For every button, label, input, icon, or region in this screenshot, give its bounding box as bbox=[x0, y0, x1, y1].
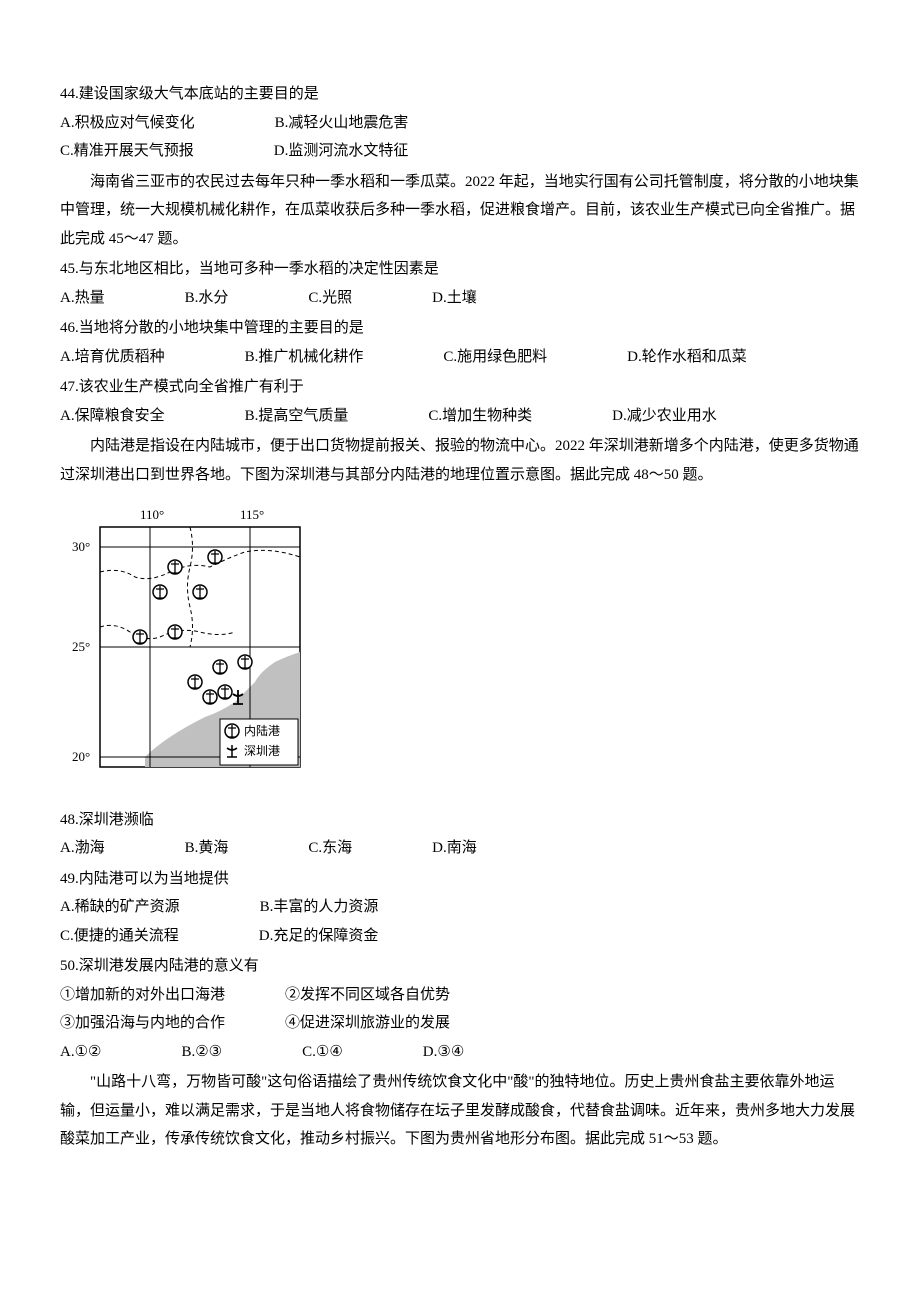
map-label-lon110: 110° bbox=[140, 507, 164, 522]
q44-option-b: B.减轻火山地震危害 bbox=[275, 109, 409, 138]
q47-option-a: A.保障粮食安全 bbox=[60, 402, 165, 431]
question-46: 46.当地将分散的小地块集中管理的主要目的是 A.培育优质稻种 B.推广机械化耕… bbox=[60, 314, 860, 371]
q46-options: A.培育优质稻种 B.推广机械化耕作 C.施用绿色肥料 D.轮作水稻和瓜菜 bbox=[60, 343, 860, 372]
q50-options: A.①② B.②③ C.①④ D.③④ bbox=[60, 1038, 860, 1067]
q46-option-b: B.推广机械化耕作 bbox=[245, 343, 364, 372]
q44-option-d: D.监测河流水文特征 bbox=[274, 137, 409, 166]
question-50: 50.深圳港发展内陆港的意义有 ①增加新的对外出口海港 ②发挥不同区域各自优势 … bbox=[60, 952, 860, 1066]
q45-option-c: C.光照 bbox=[308, 284, 352, 313]
passage-45-47: 海南省三亚市的农民过去每年只种一季水稻和一季瓜菜。2022 年起，当地实行国有公… bbox=[60, 168, 860, 254]
q49-option-b: B.丰富的人力资源 bbox=[260, 893, 379, 922]
q48-option-a: A.渤海 bbox=[60, 834, 105, 863]
q46-stem: 46.当地将分散的小地块集中管理的主要目的是 bbox=[60, 314, 860, 343]
q50-sub2: ②发挥不同区域各自优势 bbox=[285, 981, 450, 1010]
q50-sub3: ③加强沿海与内地的合作 bbox=[60, 1009, 225, 1038]
q49-options-row1: A.稀缺的矿产资源 B.丰富的人力资源 bbox=[60, 893, 860, 922]
q49-option-d: D.充足的保障资金 bbox=[259, 922, 379, 951]
map-svg: 110° 115° 30° 25° 20° 内陆港 深圳港 bbox=[60, 497, 320, 787]
q50-option-d: D.③④ bbox=[423, 1038, 464, 1067]
q44-stem: 44.建设国家级大气本底站的主要目的是 bbox=[60, 80, 860, 109]
q46-option-c: C.施用绿色肥料 bbox=[443, 343, 547, 372]
legend-inland-marker bbox=[225, 724, 239, 738]
q48-option-d: D.南海 bbox=[432, 834, 477, 863]
map-figure: 110° 115° 30° 25° 20° 内陆港 深圳港 bbox=[60, 497, 860, 798]
q45-option-d: D.土壤 bbox=[432, 284, 477, 313]
q47-option-d: D.减少农业用水 bbox=[612, 402, 717, 431]
q48-options: A.渤海 B.黄海 C.东海 D.南海 bbox=[60, 834, 860, 863]
q47-stem: 47.该农业生产模式向全省推广有利于 bbox=[60, 373, 860, 402]
q50-sub4: ④促进深圳旅游业的发展 bbox=[285, 1009, 450, 1038]
q45-options: A.热量 B.水分 C.光照 D.土壤 bbox=[60, 284, 860, 313]
q48-option-c: C.东海 bbox=[308, 834, 352, 863]
q45-stem: 45.与东北地区相比，当地可多种一季水稻的决定性因素是 bbox=[60, 255, 860, 284]
q50-option-c: C.①④ bbox=[302, 1038, 343, 1067]
q49-option-a: A.稀缺的矿产资源 bbox=[60, 893, 180, 922]
legend-shenzhen-label: 深圳港 bbox=[244, 744, 280, 758]
q44-option-a: A.积极应对气候变化 bbox=[60, 109, 195, 138]
q50-option-b: B.②③ bbox=[181, 1038, 222, 1067]
q47-option-c: C.增加生物种类 bbox=[428, 402, 532, 431]
q50-subs-row1: ①增加新的对外出口海港 ②发挥不同区域各自优势 bbox=[60, 981, 860, 1010]
map-label-lat25: 25° bbox=[72, 639, 90, 654]
map-label-lat30: 30° bbox=[72, 539, 90, 554]
map-label-lat20: 20° bbox=[72, 749, 90, 764]
q50-option-a: A.①② bbox=[60, 1038, 101, 1067]
q44-options-row1: A.积极应对气候变化 B.减轻火山地震危害 bbox=[60, 109, 860, 138]
q47-option-b: B.提高空气质量 bbox=[245, 402, 349, 431]
q44-option-c: C.精准开展天气预报 bbox=[60, 137, 194, 166]
q48-option-b: B.黄海 bbox=[185, 834, 229, 863]
q44-options-row2: C.精准开展天气预报 D.监测河流水文特征 bbox=[60, 137, 860, 166]
q49-stem: 49.内陆港可以为当地提供 bbox=[60, 865, 860, 894]
q46-option-a: A.培育优质稻种 bbox=[60, 343, 165, 372]
passage-51-53: "山路十八弯，万物皆可酸"这句俗语描绘了贵州传统饮食文化中"酸"的独特地位。历史… bbox=[60, 1068, 860, 1154]
q48-stem: 48.深圳港濒临 bbox=[60, 806, 860, 835]
q45-option-b: B.水分 bbox=[185, 284, 229, 313]
question-47: 47.该农业生产模式向全省推广有利于 A.保障粮食安全 B.提高空气质量 C.增… bbox=[60, 373, 860, 430]
legend-inland-label: 内陆港 bbox=[244, 723, 280, 738]
map-label-lon115: 115° bbox=[240, 507, 264, 522]
passage-48-50: 内陆港是指设在内陆城市，便于出口货物提前报关、报验的物流中心。2022 年深圳港… bbox=[60, 432, 860, 489]
question-45: 45.与东北地区相比，当地可多种一季水稻的决定性因素是 A.热量 B.水分 C.… bbox=[60, 255, 860, 312]
question-48: 48.深圳港濒临 A.渤海 B.黄海 C.东海 D.南海 bbox=[60, 806, 860, 863]
q47-options: A.保障粮食安全 B.提高空气质量 C.增加生物种类 D.减少农业用水 bbox=[60, 402, 860, 431]
q46-option-d: D.轮作水稻和瓜菜 bbox=[627, 343, 747, 372]
q45-option-a: A.热量 bbox=[60, 284, 105, 313]
q50-sub1: ①增加新的对外出口海港 bbox=[60, 981, 225, 1010]
question-49: 49.内陆港可以为当地提供 A.稀缺的矿产资源 B.丰富的人力资源 C.便捷的通… bbox=[60, 865, 860, 951]
q50-stem: 50.深圳港发展内陆港的意义有 bbox=[60, 952, 860, 981]
q49-options-row2: C.便捷的通关流程 D.充足的保障资金 bbox=[60, 922, 860, 951]
q49-option-c: C.便捷的通关流程 bbox=[60, 922, 179, 951]
question-44: 44.建设国家级大气本底站的主要目的是 A.积极应对气候变化 B.减轻火山地震危… bbox=[60, 80, 860, 166]
q50-subs-row2: ③加强沿海与内地的合作 ④促进深圳旅游业的发展 bbox=[60, 1009, 860, 1038]
